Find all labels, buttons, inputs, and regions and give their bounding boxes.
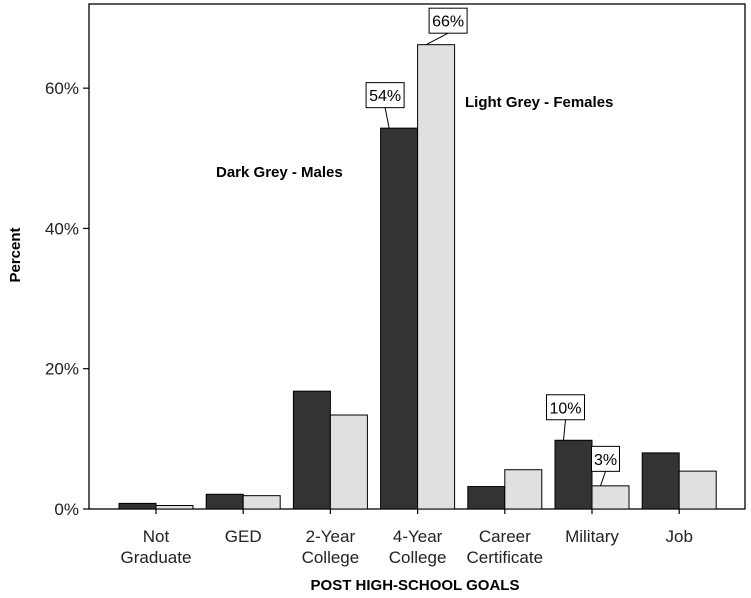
bar [329, 414, 368, 510]
y-tick-label: 60% [45, 79, 79, 98]
bar [417, 44, 456, 510]
x-tick-label: Certificate [467, 548, 544, 567]
data-label: 3% [594, 452, 617, 469]
x-tick-label: Military [565, 527, 619, 546]
x-tick-label: GED [225, 527, 262, 546]
x-tick-label: College [302, 548, 360, 567]
data-label-box [546, 394, 585, 421]
data-label-leader [600, 471, 606, 487]
x-tick-label: Graduate [121, 548, 192, 567]
bar [380, 127, 419, 510]
bars [118, 44, 717, 510]
bar [641, 452, 680, 510]
bar [118, 502, 157, 510]
bar [678, 470, 717, 510]
bar [554, 439, 593, 510]
bar [591, 485, 630, 510]
bar [205, 493, 244, 510]
y-tick-label: 20% [45, 360, 79, 379]
legend-note: Light Grey - Females [465, 94, 613, 111]
bar [467, 486, 506, 510]
tick-labels: 0% 20% 40% 60% Not Graduate GED 2-Year College 4-… [45, 79, 693, 567]
legend-note: Dark Grey - Males [216, 164, 343, 181]
x-tick-label: 4-Year [393, 527, 443, 546]
data-label-box [428, 7, 468, 34]
data-label-leader [384, 107, 390, 129]
x-tick-label: 2-Year [306, 527, 356, 546]
data-label-leader [563, 419, 566, 441]
data-label: 54% [369, 88, 401, 105]
x-tick-label: Career [479, 527, 531, 546]
y-tick-label: 40% [45, 219, 79, 238]
x-tick-label: College [389, 548, 447, 567]
x-tick-label: Not [143, 527, 170, 546]
x-axis-title: POST HIGH-SCHOOL GOALS [311, 577, 520, 594]
data-label: 66% [432, 14, 464, 31]
bar [292, 390, 331, 510]
bar [242, 495, 281, 510]
bar [155, 504, 194, 510]
y-tick-label: 0% [54, 500, 79, 519]
bar [504, 469, 543, 510]
data-label-box [365, 82, 405, 109]
legend-notes: Dark Grey - Males Light Grey - Females [216, 94, 613, 181]
data-label-leader [425, 32, 449, 46]
data-label-box [591, 445, 620, 472]
y-axis-title: Percent [7, 227, 24, 282]
x-tick-label: Job [665, 527, 692, 546]
data-labels: 54% 66% 10% 3% [365, 7, 620, 487]
data-label: 10% [549, 400, 581, 417]
